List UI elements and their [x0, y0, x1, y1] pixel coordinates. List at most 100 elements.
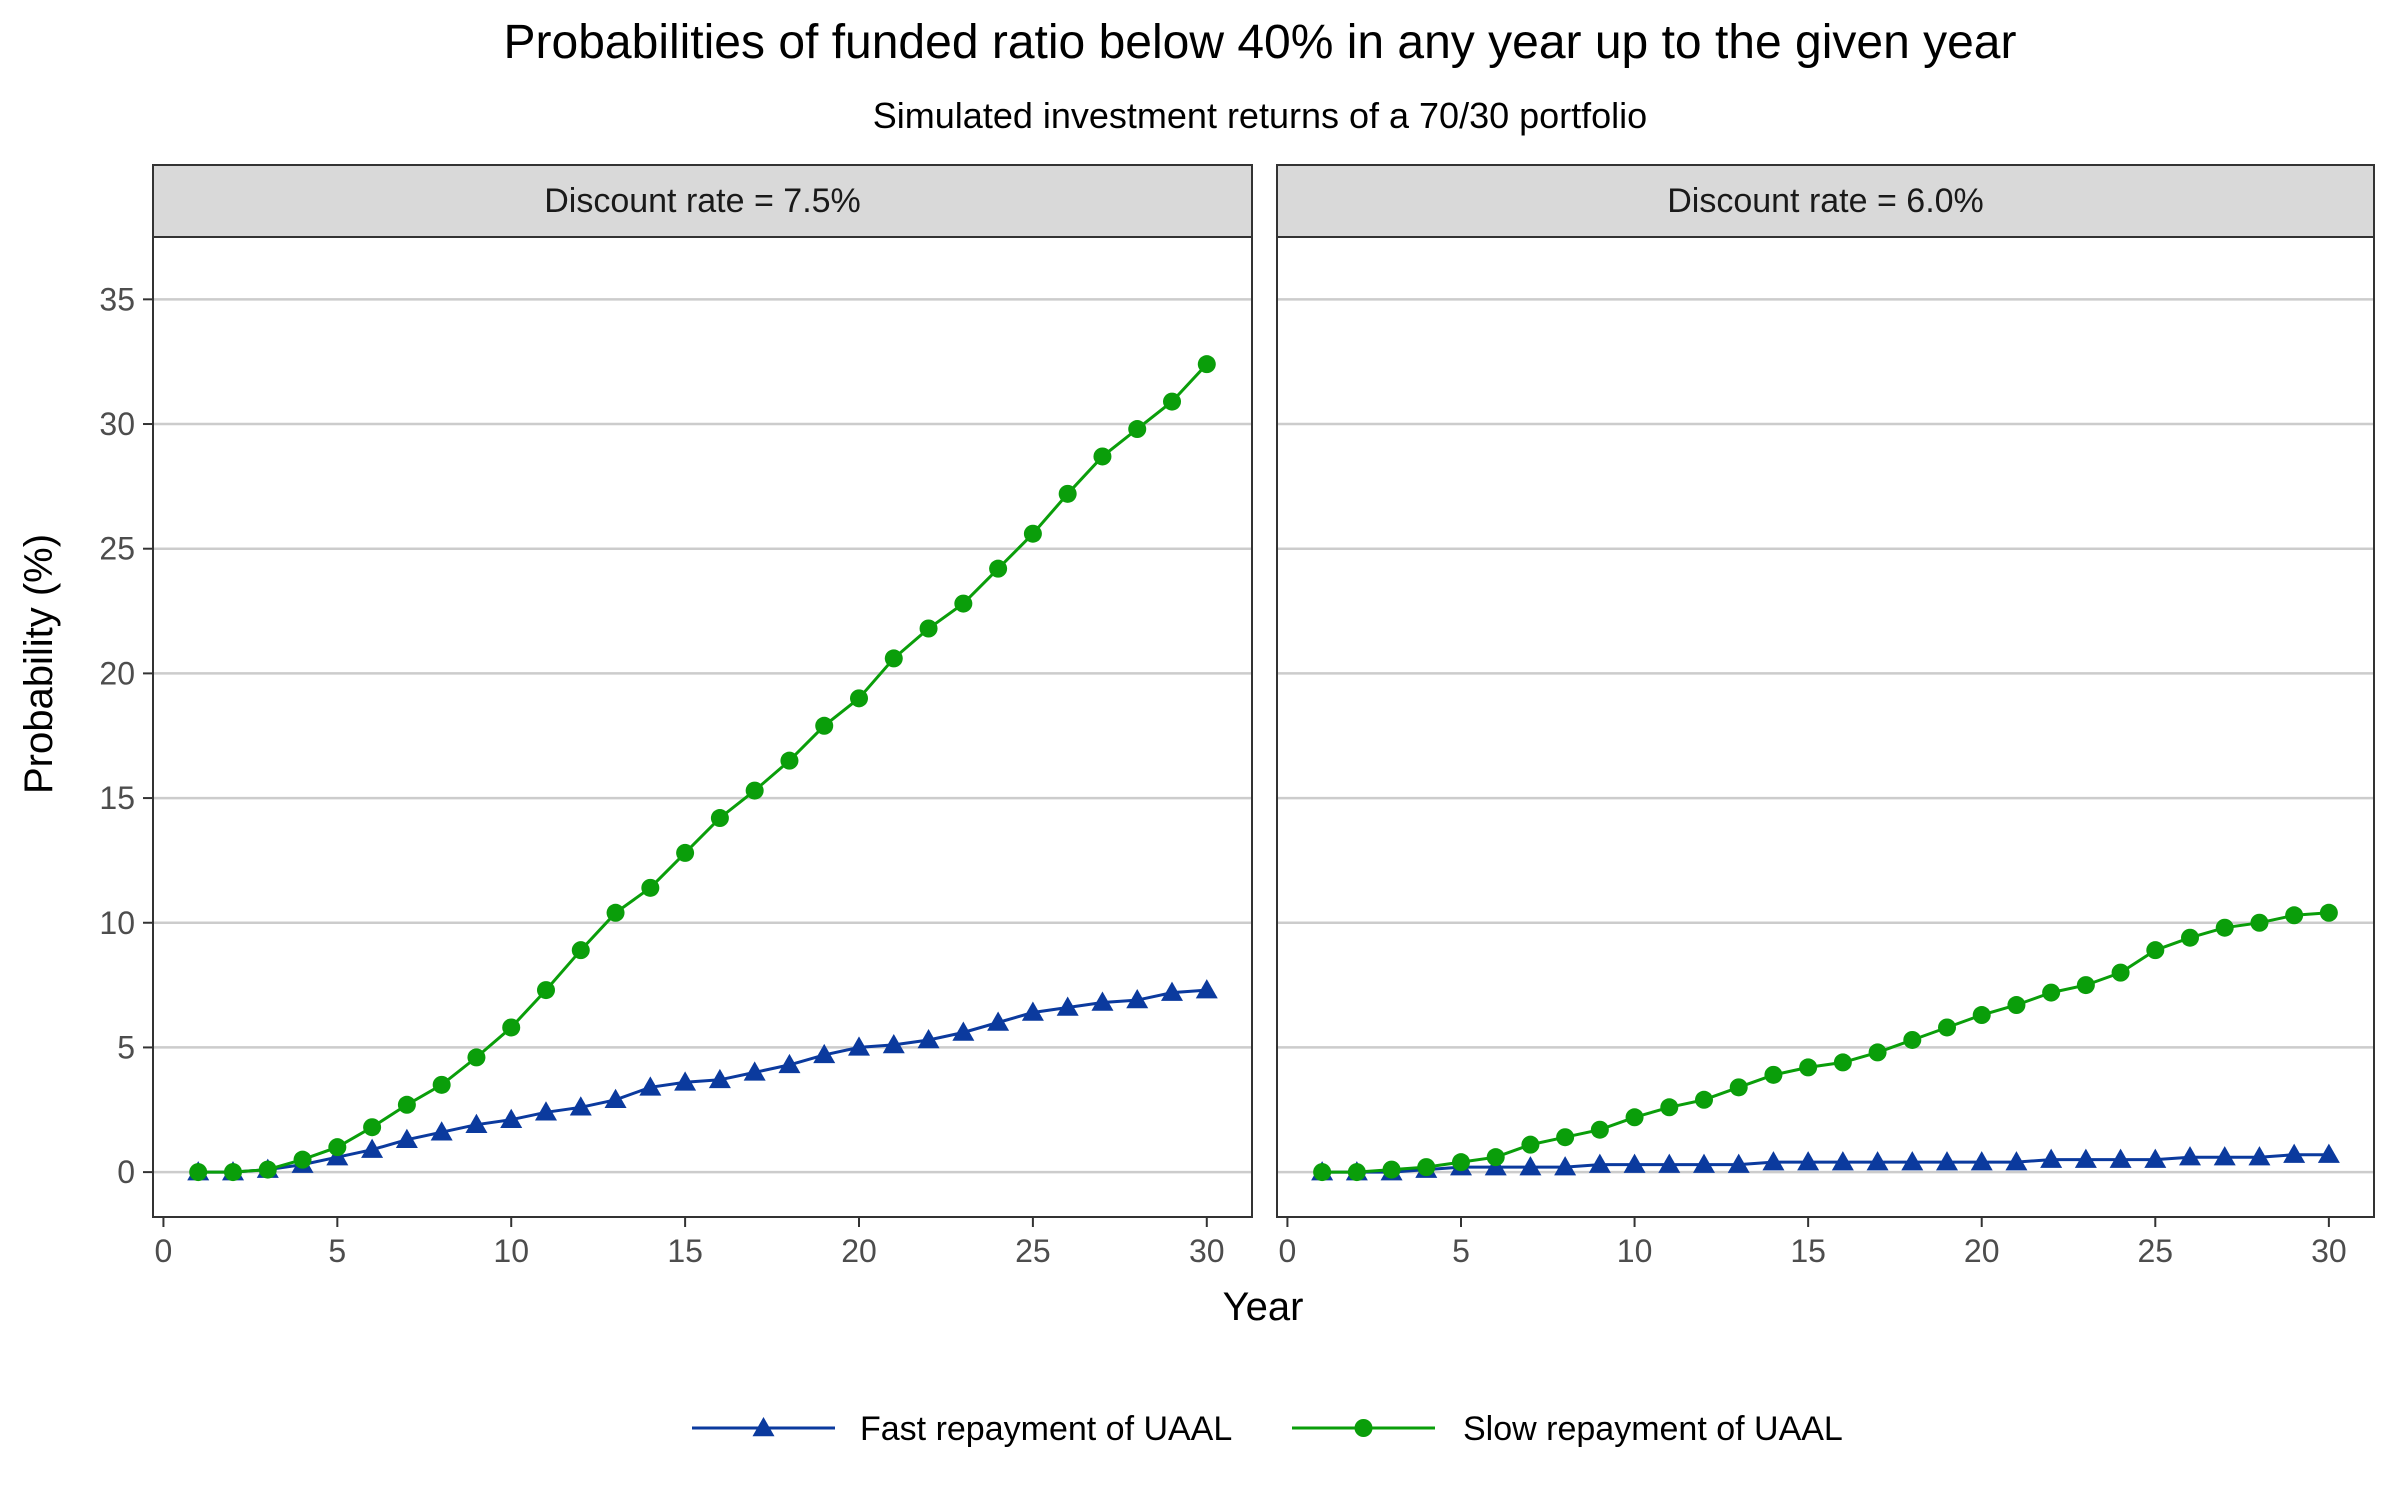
data-point-slow	[2181, 928, 2200, 947]
x-tick-label: 5	[1452, 1233, 1470, 1269]
data-point-fast	[2040, 1148, 2063, 1168]
data-point-slow	[2285, 906, 2304, 925]
plot-area	[153, 237, 1252, 1217]
data-point-slow	[606, 903, 625, 922]
data-point-slow	[1347, 1163, 1366, 1182]
data-point-fast	[465, 1113, 488, 1133]
data-point-slow	[1313, 1163, 1332, 1182]
data-point-slow	[989, 559, 1008, 578]
data-point-fast	[430, 1121, 453, 1141]
data-point-fast	[1936, 1151, 1959, 1171]
x-tick-label: 25	[2137, 1233, 2173, 1269]
y-tick-label: 10	[99, 905, 135, 941]
x-tick-label: 15	[1790, 1233, 1826, 1269]
data-point-fast	[1970, 1151, 1993, 1171]
data-point-fast	[1091, 991, 1114, 1011]
data-point-fast	[1762, 1151, 1785, 1171]
data-point-slow	[815, 716, 834, 735]
data-point-slow	[884, 649, 903, 668]
data-point-slow	[1833, 1053, 1852, 1072]
facet-strip	[152, 164, 1253, 238]
y-tick-label: 5	[117, 1029, 135, 1065]
data-point-fast	[500, 1108, 523, 1128]
data-point-slow	[1521, 1135, 1540, 1154]
data-point-slow	[293, 1150, 312, 1169]
x-tick-label: 20	[1964, 1233, 2000, 1269]
data-point-fast	[1126, 989, 1149, 1009]
data-point-slow	[1023, 524, 1042, 543]
data-point-slow	[363, 1118, 382, 1137]
data-point-fast	[2144, 1148, 2167, 1168]
data-point-slow	[2111, 963, 2130, 982]
legend-item-fast: Fast repayment of UAAL	[692, 1410, 1232, 1448]
data-point-slow	[1093, 447, 1112, 466]
data-point-slow	[919, 619, 938, 638]
data-point-fast	[1831, 1151, 1854, 1171]
data-point-slow	[1486, 1148, 1505, 1167]
data-point-slow	[1660, 1098, 1679, 1117]
y-tick-label: 30	[99, 406, 135, 442]
data-point-slow	[1799, 1058, 1818, 1077]
data-point-slow	[2007, 996, 2026, 1015]
data-point-fast	[2248, 1146, 2271, 1166]
data-point-slow	[1058, 484, 1077, 503]
x-tick-label: 30	[1189, 1233, 1225, 1269]
y-tick-label: 35	[99, 281, 135, 317]
data-point-fast	[1797, 1151, 1820, 1171]
y-tick-label: 0	[117, 1154, 135, 1190]
data-point-fast	[639, 1076, 662, 1096]
data-point-slow	[397, 1095, 416, 1114]
data-point-slow	[1556, 1128, 1575, 1147]
facet-panel-2: Discount rate = 6.0% 0 5 10 15 20 25 30	[1276, 164, 2375, 1269]
data-point-slow	[2076, 976, 2095, 995]
data-point-slow	[328, 1138, 347, 1157]
data-point-slow	[954, 594, 973, 613]
x-tick-label: 0	[155, 1233, 173, 1269]
x-tick-label: 20	[841, 1233, 877, 1269]
data-point-fast	[2213, 1146, 2236, 1166]
y-axis-label: Probability (%)	[17, 534, 61, 794]
data-point-slow	[189, 1163, 208, 1182]
data-point-fast	[743, 1061, 766, 1081]
data-point-fast	[2179, 1146, 2202, 1166]
legend: Fast repayment of UAAL Slow repayment of …	[692, 1410, 1843, 1448]
data-point-slow	[1972, 1006, 1991, 1025]
data-point-slow	[2319, 903, 2338, 922]
facet-strip-label: Discount rate = 6.0%	[1667, 182, 1984, 220]
facet-strip-label: Discount rate = 7.5%	[544, 182, 861, 220]
legend-marker	[1354, 1419, 1373, 1437]
data-point-fast	[882, 1033, 905, 1054]
data-point-fast	[1195, 979, 1218, 999]
data-point-fast	[534, 1101, 557, 1121]
data-point-slow	[2146, 941, 2165, 960]
data-point-slow	[502, 1018, 521, 1037]
data-point-fast	[2005, 1151, 2028, 1171]
data-point-fast	[361, 1138, 384, 1158]
data-point-fast	[604, 1088, 627, 1109]
data-point-fast	[1588, 1153, 1611, 1173]
data-point-slow	[710, 809, 729, 828]
legend-marker	[752, 1417, 775, 1437]
data-point-fast	[917, 1028, 940, 1049]
data-point-fast	[395, 1128, 418, 1148]
facet-strip	[1276, 164, 2375, 238]
data-point-slow	[1625, 1108, 1644, 1127]
data-point-slow	[1729, 1078, 1748, 1097]
data-point-slow	[2215, 918, 2234, 937]
data-point-fast	[2074, 1148, 2097, 1168]
facet-panels: Discount rate = 7.5% 0 5 10 15 20 25 30 0 5 10 15 20…	[99, 164, 2375, 1269]
data-point-slow	[2250, 913, 2269, 932]
x-tick-label: 10	[493, 1233, 529, 1269]
y-tick-label: 20	[99, 655, 135, 691]
x-axis-label: Year	[1223, 1285, 1304, 1329]
data-point-fast	[1554, 1156, 1577, 1176]
data-point-fast	[1727, 1153, 1750, 1173]
data-point-fast	[569, 1096, 592, 1116]
data-point-fast	[1866, 1151, 1889, 1171]
x-tick-label: 30	[2311, 1233, 2347, 1269]
data-point-fast	[952, 1021, 975, 1041]
data-point-fast	[2109, 1148, 2132, 1168]
data-point-slow	[676, 843, 695, 862]
data-point-fast	[813, 1043, 836, 1064]
